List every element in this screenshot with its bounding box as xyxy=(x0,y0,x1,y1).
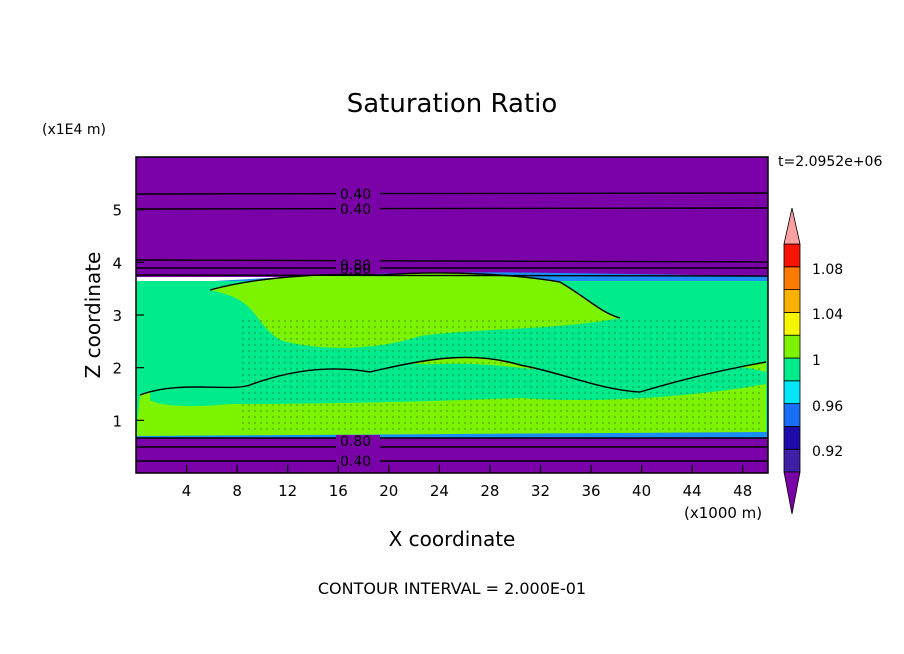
contour-label-bg-1 xyxy=(336,186,380,200)
colorbar-segment xyxy=(783,334,801,359)
x-unit-label: (x1000 m) xyxy=(684,504,762,522)
chart-title: Saturation Ratio xyxy=(347,89,558,119)
colorbar-segment xyxy=(783,380,801,404)
y-tick-label: 1 xyxy=(112,412,122,430)
colorbar-segment xyxy=(783,448,801,473)
contour-label-5: 0.80 xyxy=(340,434,371,450)
upper-dry-region xyxy=(136,157,768,277)
x-tick-label: 40 xyxy=(632,482,651,500)
colorbar-segment xyxy=(783,403,801,427)
colorbar-segment xyxy=(783,289,801,313)
contour-label-bg-2 xyxy=(336,202,380,216)
x-tick-label: 28 xyxy=(480,482,499,500)
x-tick-label: 44 xyxy=(683,482,702,500)
x-tick-label: 32 xyxy=(531,482,550,500)
colorbar-label: 1 xyxy=(812,353,821,369)
colorbar-segment xyxy=(783,266,801,290)
plot-area: 0.40 0.40 0.80 0.80 0.80 0.40 xyxy=(135,156,769,474)
y-unit-label: (x1E4 m) xyxy=(42,122,106,138)
colorbar-over-arrow xyxy=(783,207,801,245)
y-axis-ticks: 1 2 3 4 5 xyxy=(112,202,144,430)
colorbar-segment xyxy=(783,243,801,268)
x-tick-label: 4 xyxy=(182,482,192,500)
y-tick-label: 2 xyxy=(112,360,122,378)
contour-label-bg-6 xyxy=(336,454,380,468)
contour-interval-note: CONTOUR INTERVAL = 2.000E-01 xyxy=(318,579,586,598)
colorbar-segment xyxy=(783,311,801,336)
y-tick-label: 3 xyxy=(112,307,122,325)
contour-label-1: 0.40 xyxy=(340,187,371,203)
colorbar-label: 0.92 xyxy=(812,444,843,460)
colorbar-label: 1.04 xyxy=(812,307,843,323)
x-axis-label: X coordinate xyxy=(389,527,516,551)
colorbar: 1.08 1.04 1 0.96 0.92 xyxy=(783,207,843,515)
contour-label-2: 0.40 xyxy=(340,202,371,218)
x-axis-ticks: 4 8 12 16 20 24 28 32 36 40 44 48 xyxy=(182,465,752,500)
y-axis-label: Z coordinate xyxy=(81,252,105,379)
x-tick-label: 12 xyxy=(278,482,297,500)
x-tick-label: 8 xyxy=(232,482,242,500)
x-tick-label: 36 xyxy=(581,482,600,500)
colorbar-under-arrow xyxy=(783,471,801,515)
colorbar-segment xyxy=(783,357,801,382)
contour-label-6: 0.40 xyxy=(340,454,371,470)
x-tick-label: 24 xyxy=(430,482,449,500)
colorbar-label: 0.96 xyxy=(812,399,843,415)
turbulent-texture xyxy=(240,320,760,430)
colorbar-label: 1.08 xyxy=(812,262,843,278)
contour-label-bg-3 xyxy=(336,259,380,273)
x-tick-label: 20 xyxy=(379,482,398,500)
contour-label-bg-5 xyxy=(336,435,380,449)
y-tick-label: 5 xyxy=(112,202,122,220)
lower-dry-region xyxy=(136,438,768,473)
time-label: t=2.0952e+06 xyxy=(778,154,882,170)
contour-lines xyxy=(135,192,769,462)
x-tick-label: 48 xyxy=(733,482,752,500)
y-tick-label: 4 xyxy=(112,254,122,272)
x-tick-label: 16 xyxy=(329,482,348,500)
colorbar-segment xyxy=(783,425,801,450)
contour-label-3: 0.80 xyxy=(340,258,371,274)
contour-label-4: 0.80 xyxy=(340,262,371,278)
